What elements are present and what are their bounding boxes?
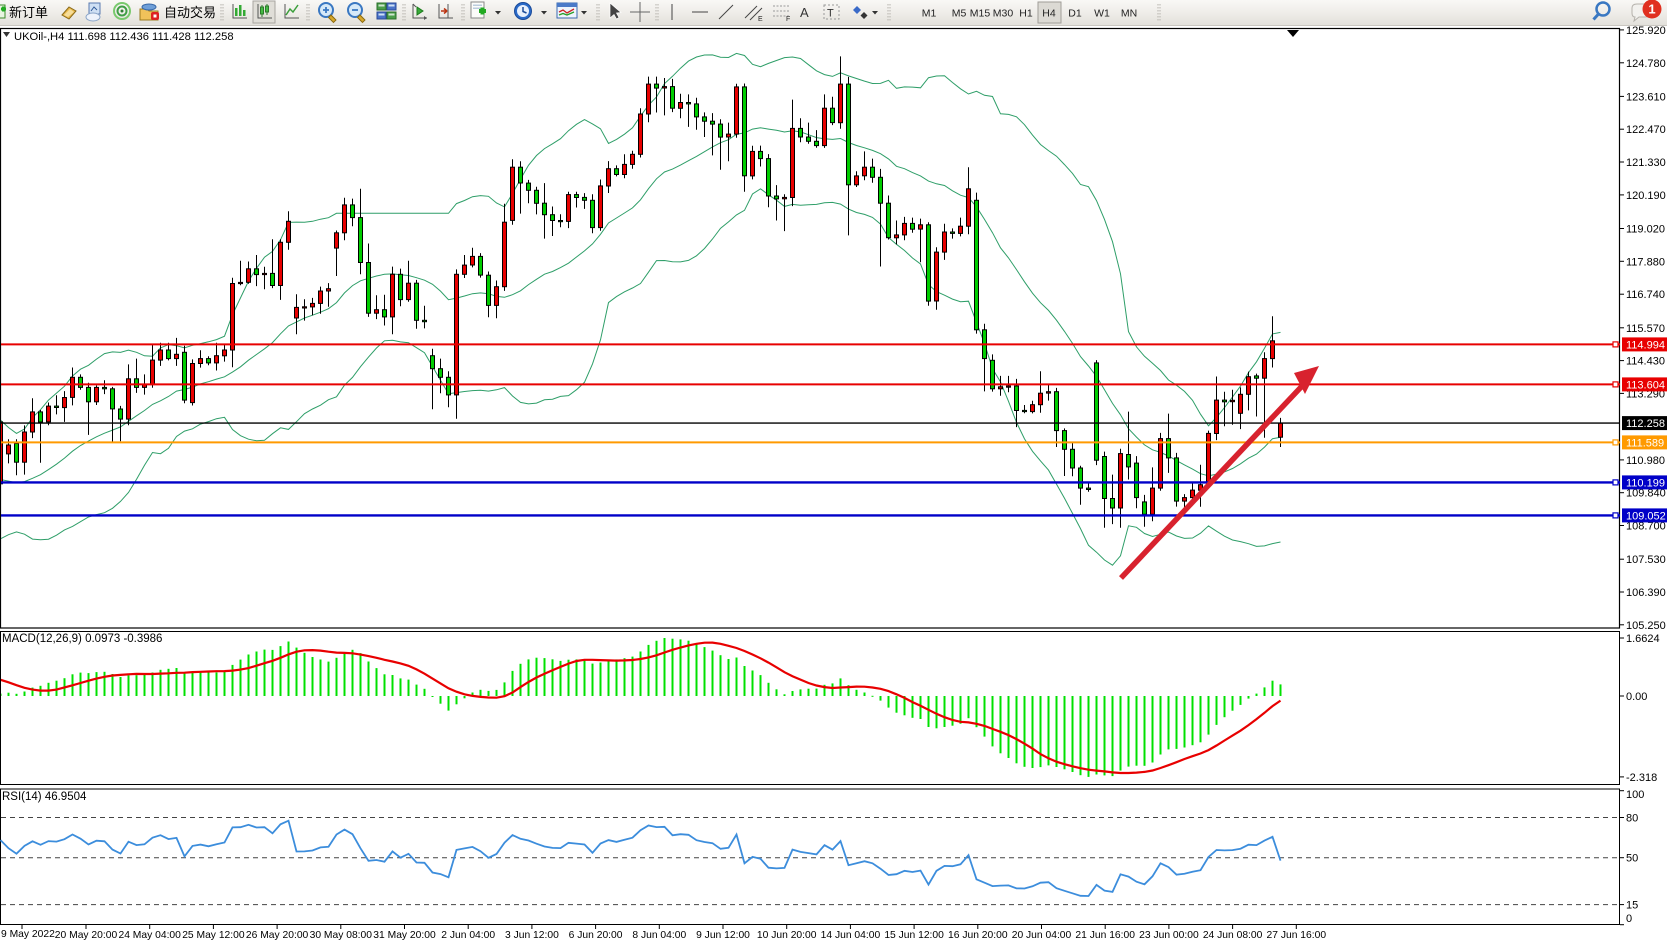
svg-text:105.250: 105.250 xyxy=(1626,620,1666,632)
svg-text:121.330: 121.330 xyxy=(1626,157,1666,169)
svg-text:123.610: 123.610 xyxy=(1626,91,1666,103)
svg-text:25 May 12:00: 25 May 12:00 xyxy=(182,930,245,941)
svg-text:0: 0 xyxy=(1626,913,1632,925)
svg-text:2 Jun 04:00: 2 Jun 04:00 xyxy=(441,930,495,941)
svg-text:114.994: 114.994 xyxy=(1626,339,1665,351)
svg-text:125.920: 125.920 xyxy=(1626,25,1666,37)
svg-text:10 Jun 20:00: 10 Jun 20:00 xyxy=(757,930,817,941)
svg-text:15: 15 xyxy=(1626,900,1638,912)
svg-text:H4: H4 xyxy=(1042,8,1056,20)
svg-text:50: 50 xyxy=(1626,853,1638,865)
svg-text:9 May 2022: 9 May 2022 xyxy=(1,929,55,940)
svg-text:8 Jun 04:00: 8 Jun 04:00 xyxy=(632,930,686,941)
svg-text:23 Jun 00:00: 23 Jun 00:00 xyxy=(1139,930,1199,941)
svg-text:31 May 20:00: 31 May 20:00 xyxy=(373,930,436,941)
svg-text:30 May 08:00: 30 May 08:00 xyxy=(310,930,373,941)
svg-text:110.199: 110.199 xyxy=(1626,477,1665,489)
svg-text:114.430: 114.430 xyxy=(1626,356,1665,368)
svg-text:T: T xyxy=(827,8,834,20)
svg-text:16 Jun 20:00: 16 Jun 20:00 xyxy=(948,930,1008,941)
svg-text:24 Jun 08:00: 24 Jun 08:00 xyxy=(1203,930,1263,941)
svg-text:H1: H1 xyxy=(1019,8,1033,20)
svg-text:106.390: 106.390 xyxy=(1626,587,1666,599)
svg-text:116.740: 116.740 xyxy=(1626,289,1665,301)
svg-text:100: 100 xyxy=(1626,789,1644,801)
svg-text:26 May 20:00: 26 May 20:00 xyxy=(246,930,309,941)
svg-text:自动交易: 自动交易 xyxy=(164,5,216,20)
svg-text:122.470: 122.470 xyxy=(1626,124,1666,136)
svg-text:A: A xyxy=(800,5,809,20)
svg-text:D1: D1 xyxy=(1068,8,1082,20)
svg-text:RSI(14) 46.9504: RSI(14) 46.9504 xyxy=(2,791,87,803)
svg-text:20 Jun 04:00: 20 Jun 04:00 xyxy=(1012,930,1072,941)
svg-text:6 Jun 20:00: 6 Jun 20:00 xyxy=(569,930,623,941)
svg-text:120.190: 120.190 xyxy=(1626,190,1666,202)
svg-text:115.570: 115.570 xyxy=(1626,323,1665,335)
svg-text:F: F xyxy=(786,16,790,23)
svg-text:124.780: 124.780 xyxy=(1626,58,1666,70)
svg-text:21 Jun 16:00: 21 Jun 16:00 xyxy=(1075,930,1135,941)
svg-text:112.258: 112.258 xyxy=(1626,418,1665,430)
svg-text:UKOil-,H4 111.698 112.436 111: UKOil-,H4 111.698 112.436 111.428 112.25… xyxy=(14,31,234,43)
svg-text:109.840: 109.840 xyxy=(1626,488,1666,500)
svg-text:24 May 04:00: 24 May 04:00 xyxy=(118,930,181,941)
svg-text:M5: M5 xyxy=(952,8,967,20)
svg-text:MACD(12,26,9) 0.0973 -0.3986: MACD(12,26,9) 0.0973 -0.3986 xyxy=(2,633,162,645)
svg-text:9 Jun 12:00: 9 Jun 12:00 xyxy=(696,930,750,941)
svg-text:-2.318: -2.318 xyxy=(1626,772,1657,784)
svg-text:119.020: 119.020 xyxy=(1626,224,1665,236)
svg-text:20 May 20:00: 20 May 20:00 xyxy=(55,930,118,941)
svg-text:M30: M30 xyxy=(993,8,1014,20)
svg-text:W1: W1 xyxy=(1094,8,1110,20)
svg-text:1.6624: 1.6624 xyxy=(1626,633,1660,645)
svg-text:MN: MN xyxy=(1121,8,1137,20)
svg-text:M1: M1 xyxy=(922,8,937,20)
svg-text:M15: M15 xyxy=(970,8,991,20)
svg-text:1: 1 xyxy=(1648,2,1655,17)
svg-text:109.052: 109.052 xyxy=(1626,510,1666,522)
svg-text:0.00: 0.00 xyxy=(1626,691,1647,703)
svg-text:108.700: 108.700 xyxy=(1626,521,1666,533)
svg-text:107.530: 107.530 xyxy=(1626,554,1666,566)
svg-text:14 Jun 04:00: 14 Jun 04:00 xyxy=(821,930,881,941)
svg-text:3 Jun 12:00: 3 Jun 12:00 xyxy=(505,930,559,941)
svg-text:27 Jun 16:00: 27 Jun 16:00 xyxy=(1267,930,1327,941)
svg-text:E: E xyxy=(758,16,763,23)
svg-text:111.589: 111.589 xyxy=(1626,437,1664,449)
svg-text:110.980: 110.980 xyxy=(1626,455,1665,467)
svg-text:80: 80 xyxy=(1626,813,1638,825)
svg-text:117.880: 117.880 xyxy=(1626,256,1665,268)
svg-text:113.604: 113.604 xyxy=(1626,379,1665,391)
svg-text:15 Jun 12:00: 15 Jun 12:00 xyxy=(884,930,944,941)
svg-text:新订单: 新订单 xyxy=(9,5,48,20)
